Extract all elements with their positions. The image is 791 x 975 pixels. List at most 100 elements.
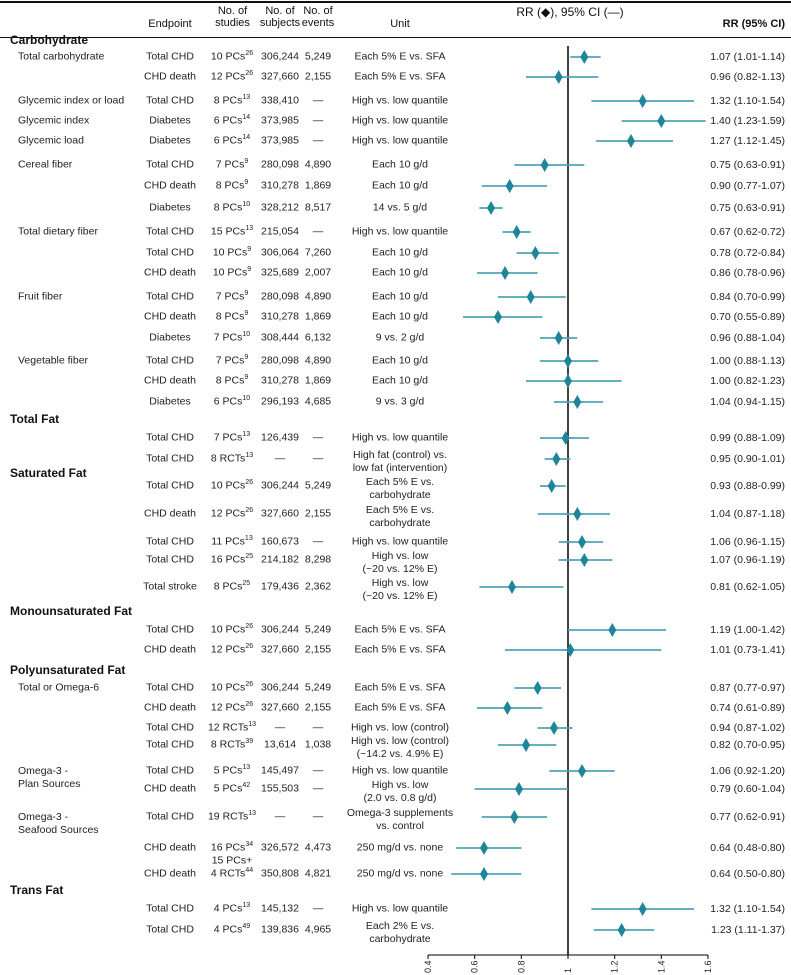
studies-count: 12 PCs bbox=[210, 643, 246, 656]
studies-prefix: 15 PCs+ bbox=[211, 854, 253, 867]
unit-cell: 9 vs. 2 g/d bbox=[375, 331, 425, 344]
studies-cell: 10 PCs26 bbox=[200, 681, 264, 695]
unit-cell: High vs. low quantile bbox=[351, 902, 449, 915]
rr-diamond bbox=[580, 50, 589, 64]
studies-cell: 8 PCs13 bbox=[200, 94, 264, 108]
top-rule bbox=[0, 1, 791, 3]
unit-cell: Each 5% E vs. SFA bbox=[354, 701, 446, 714]
studies-reference: 26 bbox=[245, 623, 254, 630]
studies-reference: 9 bbox=[244, 290, 249, 297]
rr-diamond bbox=[505, 179, 514, 193]
rr-value: 0.93 (0.88-0.99) bbox=[710, 480, 785, 492]
unit-cell: Each 5% E vs. SFA bbox=[354, 50, 446, 63]
studies-count: 6 PCs bbox=[213, 134, 243, 147]
header-rule bbox=[0, 37, 791, 38]
events-cell: — bbox=[312, 535, 324, 548]
studies-count: 10 PCs bbox=[210, 681, 246, 694]
unit-cell: High vs. low (control) bbox=[350, 721, 450, 734]
studies-cell: 7 PCs9 bbox=[200, 290, 264, 304]
rr-value: 1.04 (0.87-1.18) bbox=[710, 508, 785, 520]
events-cell: — bbox=[312, 810, 324, 823]
unit-cell: 250 mg/d vs. none bbox=[356, 841, 444, 854]
unit-cell: High vs. low (~20 vs. 12% E) bbox=[362, 577, 438, 602]
events-cell: 2,155 bbox=[304, 507, 332, 520]
rr-value: 1.07 (0.96-1.19) bbox=[710, 554, 785, 566]
events-cell: 5,249 bbox=[304, 681, 332, 694]
studies-count: 7 PCs bbox=[213, 331, 243, 344]
events-cell: 5,249 bbox=[304, 479, 332, 492]
studies-reference: 26 bbox=[245, 50, 254, 57]
rr-diamond bbox=[566, 643, 575, 657]
endpoint-cell: Diabetes bbox=[149, 395, 191, 408]
header-rr: RR (95% CI) bbox=[722, 18, 785, 30]
events-cell: — bbox=[312, 452, 324, 465]
studies-reference: 9 bbox=[244, 310, 249, 317]
rr-value: 1.06 (0.96-1.15) bbox=[710, 536, 785, 548]
endpoint-cell: Total CHD bbox=[146, 681, 194, 694]
studies-count: 8 PCs bbox=[213, 201, 243, 214]
rr-value: 1.07 (1.01-1.14) bbox=[710, 51, 785, 63]
rr-value: 0.87 (0.77-0.97) bbox=[710, 682, 785, 694]
unit-cell: 9 vs. 3 g/d bbox=[375, 395, 425, 408]
rr-diamond bbox=[510, 810, 519, 824]
endpoint-cell: Total CHD bbox=[146, 479, 194, 492]
group-header: Saturated Fat bbox=[10, 466, 87, 480]
rr-diamond bbox=[487, 201, 496, 215]
subgroup-label: Cereal fiber bbox=[18, 158, 73, 171]
rr-diamond bbox=[512, 225, 521, 239]
subjects-cell: 215,054 bbox=[261, 225, 299, 238]
rr-value: 0.84 (0.70-0.99) bbox=[710, 291, 785, 303]
rr-value: 0.86 (0.78-0.96) bbox=[710, 267, 785, 279]
unit-cell: Each 10 g/d bbox=[371, 179, 429, 192]
studies-cell: 5 PCs42 bbox=[200, 782, 264, 796]
subjects-cell: 327,660 bbox=[261, 701, 299, 714]
studies-reference: 25 bbox=[242, 580, 251, 587]
rr-diamond bbox=[552, 452, 561, 466]
subjects-cell: 326,572 bbox=[261, 841, 299, 854]
subjects-cell: 145,132 bbox=[261, 902, 299, 915]
events-cell: 8,298 bbox=[304, 553, 332, 566]
studies-count: 12 PCs bbox=[210, 507, 246, 520]
endpoint-cell: Total CHD bbox=[146, 225, 194, 238]
subgroup-label: Omega-3 - Seafood Sources bbox=[18, 811, 99, 836]
studies-count: 4 PCs bbox=[213, 923, 243, 936]
endpoint-cell: CHD death bbox=[144, 310, 196, 323]
studies-count: 12 RCTs bbox=[207, 721, 249, 734]
events-cell: — bbox=[312, 902, 324, 915]
events-cell: — bbox=[312, 114, 324, 127]
endpoint-cell: Total CHD bbox=[146, 810, 194, 823]
unit-cell: High vs. low quantile bbox=[351, 431, 449, 444]
studies-count: 7 PCs bbox=[215, 290, 245, 303]
studies-count: 8 RCTs bbox=[210, 452, 246, 465]
studies-count: 16 PCs bbox=[210, 553, 246, 566]
rr-value: 0.96 (0.82-1.13) bbox=[710, 71, 785, 83]
unit-cell: High vs. low quantile bbox=[351, 114, 449, 127]
studies-count: 8 PCs bbox=[213, 94, 243, 107]
studies-reference: 49 bbox=[242, 923, 251, 930]
subjects-cell: 310,278 bbox=[261, 310, 299, 323]
studies-cell: 8 PCs10 bbox=[200, 201, 264, 215]
studies-count: 19 RCTs bbox=[207, 810, 249, 823]
studies-cell: 19 RCTs13 bbox=[200, 810, 264, 824]
subgroup-label: Glycemic load bbox=[18, 134, 84, 147]
studies-reference: 13 bbox=[248, 810, 257, 817]
unit-cell: Each 10 g/d bbox=[371, 374, 429, 387]
subjects-cell: 327,660 bbox=[261, 643, 299, 656]
endpoint-cell: Total CHD bbox=[146, 535, 194, 548]
studies-cell: 8 RCTs13 bbox=[200, 452, 264, 466]
subjects-cell: 306,244 bbox=[261, 479, 299, 492]
studies-cell: 15 PCs13 bbox=[200, 225, 264, 239]
studies-reference: 10 bbox=[242, 201, 251, 208]
studies-cell: 10 PCs26 bbox=[200, 50, 264, 64]
subjects-cell: 296,193 bbox=[261, 395, 299, 408]
studies-reference: 13 bbox=[242, 764, 251, 771]
events-cell: 4,890 bbox=[304, 354, 332, 367]
endpoint-cell: CHD death bbox=[144, 374, 196, 387]
endpoint-cell: CHD death bbox=[144, 643, 196, 656]
events-cell: — bbox=[312, 782, 324, 795]
rr-value: 0.95 (0.90-1.01) bbox=[710, 453, 785, 465]
unit-cell: Each 10 g/d bbox=[371, 266, 429, 279]
subgroup-label: Glycemic index bbox=[18, 114, 90, 127]
rr-value: 1.19 (1.00-1.42) bbox=[710, 624, 785, 636]
